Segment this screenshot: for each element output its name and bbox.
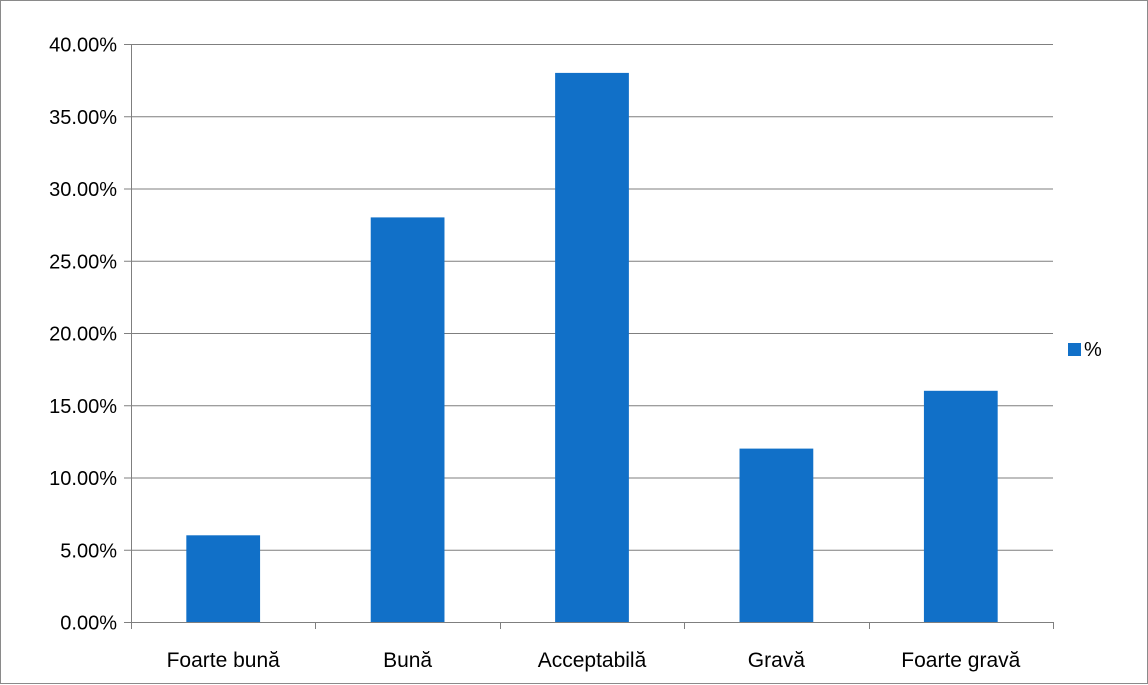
bar-2 (370, 217, 445, 622)
x-tick-label: Gravă (748, 649, 806, 672)
x-tick-label: Foarte bună (167, 649, 281, 672)
x-tick-label: Bună (383, 649, 432, 672)
y-tick-label: 15.00% (49, 396, 117, 418)
y-tick-label: 35.00% (49, 107, 117, 129)
bar-3 (555, 72, 629, 622)
x-tick-labels: Foarte bună Bună Acceptabilă Gravă Foarte gr… (167, 649, 1021, 672)
y-tick-label: 25.00% (49, 251, 117, 273)
y-tick-labels: 0.00% 5.00% 10.00% 15.00% 20.00% 25.00% 30.00%… (49, 35, 117, 635)
y-tick-label: 5.00% (60, 540, 117, 562)
y-tick-label: 10.00% (49, 468, 117, 490)
axes (124, 44, 1054, 629)
x-tick-label: Acceptabilă (538, 649, 647, 672)
y-tick-label: 30.00% (49, 179, 117, 201)
y-tick-label: 20.00% (49, 324, 117, 346)
bars (186, 72, 998, 622)
bar-5 (923, 390, 998, 622)
legend: % (1068, 339, 1102, 361)
x-tick-label: Foarte gravă (901, 649, 1020, 672)
y-tick-label: 40.00% (49, 35, 117, 57)
bar-4 (739, 448, 814, 622)
y-tick-label: 0.00% (60, 613, 117, 635)
bar-1 (186, 535, 261, 622)
legend-label: % (1084, 339, 1102, 361)
legend-swatch (1068, 343, 1081, 356)
